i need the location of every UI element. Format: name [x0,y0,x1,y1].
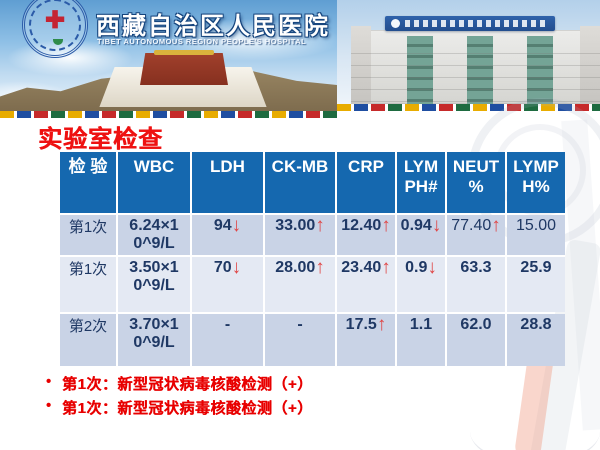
building-glass-column [467,36,493,104]
trend-arrow-icon: ↑ [491,215,501,236]
table-cell-neut-pct: 62.0 [447,314,505,366]
table-cell-crp: 12.40↑ [337,215,395,255]
bullet-icon: • [46,373,52,390]
table-cell-ckmb: - [265,314,335,366]
table-cell-lymph-count: 0.9↓ [397,257,445,312]
hospital-name-en: TIBET AUTONOMOUS REGION PEOPLE'S HOSPITA… [97,37,307,46]
col-header-lymph-count: LYM PH# [397,152,445,213]
page-title: 实验室检查 [38,126,163,153]
table-header-row: 检 验 WBC LDH CK-MB CRP LYM PH# NEUT % LYM… [60,152,565,213]
sign-text-marks [405,20,549,27]
row-label: 第1次 [60,257,116,312]
medical-cross-icon: ✚ [44,7,66,34]
trend-arrow-icon: ↓ [431,215,442,236]
logo-leaf-icon [53,39,63,45]
trend-arrow-icon: ↑ [315,215,325,236]
table-cell-crp: 23.40↑ [337,257,395,312]
notes-list: • 第1次：新型冠状病毒核酸检测（+） • 第1次：新型冠状病毒核酸检测（+） [46,373,313,421]
cell-value: 33.00 [275,217,316,234]
building-glass-column [407,36,433,104]
sign-logo-icon [391,19,400,28]
list-item: • 第1次：新型冠状病毒核酸检测（+） [46,397,313,418]
logo-wreath-ring [29,0,81,51]
cell-value: 77.40 [451,217,492,234]
cell-value: 63.3 [460,259,492,276]
table-cell-wbc: 6.24×1 0^9/L [118,215,190,255]
table-cell-wbc: 3.50×1 0^9/L [118,257,190,312]
building-floor-lines [351,42,600,104]
trend-arrow-icon: ↑ [381,215,391,236]
cell-value: 23.40 [341,259,382,276]
building-tower-right [580,26,600,104]
col-header-crp: CRP [337,152,395,213]
col-header-neut-pct: NEUT % [447,152,505,213]
cell-value: 28.00 [275,259,316,276]
list-item: • 第1次：新型冠状病毒核酸检测（+） [46,373,313,394]
row-label: 第2次 [60,314,116,366]
cell-value: 15.00 [515,217,557,234]
note-text: 第1次：新型冠状病毒核酸检测（+） [62,400,313,417]
potala-palace-roof [154,50,214,55]
cell-value: 6.24×1 0^9/L [129,217,179,253]
col-header-test: 检 验 [60,152,116,213]
cell-value: - [297,316,303,333]
col-header-lymph-pct: LYMP H% [507,152,565,213]
cell-value: 62.0 [460,316,492,333]
cell-value: 70 [213,259,232,276]
table-cell-crp: 17.5↑ [337,314,395,366]
table-row: 第1次 6.24×1 0^9/L 94↓ 33.00↑ 12.40↑ 0.94↓… [60,215,565,255]
tibetan-ribbon-right [337,104,600,111]
cell-value: 17.5 [345,316,377,333]
trend-arrow-icon: ↓ [231,215,242,236]
note-text: 第1次：新型冠状病毒核酸检测（+） [62,376,313,393]
table-cell-neut-pct: 77.40↑ [447,215,505,255]
table-cell-lymph-pct: 28.8 [507,314,565,366]
table-cell-ckmb: 33.00↑ [265,215,335,255]
hospital-name-zh: 西藏自治区人民医院 [96,13,330,40]
cell-value: 0.9 [405,259,428,276]
cell-value: 3.70×1 0^9/L [129,316,179,352]
trend-arrow-icon: ↓ [427,257,437,278]
trend-arrow-icon: ↑ [381,257,391,278]
table-cell-ldh: 94↓ [192,215,263,255]
cell-value: - [224,316,231,333]
cell-value: 94 [213,217,232,234]
trend-arrow-icon: ↓ [231,257,242,278]
table-cell-wbc: 3.70×1 0^9/L [118,314,190,366]
trend-arrow-icon: ↑ [315,257,325,278]
trend-arrow-icon: ↑ [376,314,387,335]
building-glass-column [527,36,553,104]
table-cell-ldh: 70↓ [192,257,263,312]
hospital-sign [385,16,555,31]
table-cell-ckmb: 28.00↑ [265,257,335,312]
table-row: 第1次 3.50×1 0^9/L 70↓ 28.00↑ 23.40↑ 0.9↓ … [60,257,565,312]
cell-value: 28.8 [520,316,552,333]
lab-results-table: 检 验 WBC LDH CK-MB CRP LYM PH# NEUT % LYM… [58,150,567,368]
table-cell-lymph-count: 1.1 [397,314,445,366]
header-banner-left: ✚ 西藏自治区人民医院 TIBET AUTONOMOUS REGION PEOP… [0,0,337,111]
table-row: 第2次 3.70×1 0^9/L - - 17.5↑ 1.1 62.0 28.8 [60,314,565,366]
cell-value: 25.9 [520,259,552,276]
cell-value: 12.40 [341,217,382,234]
potala-palace-red-building [140,53,228,85]
table-cell-lymph-pct: 15.00 [507,215,565,255]
hospital-logo-icon: ✚ [22,0,88,58]
table-cell-lymph-pct: 25.9 [507,257,565,312]
table-cell-lymph-count: 0.94↓ [397,215,445,255]
cell-value: 0.94 [400,217,432,234]
col-header-ckmb: CK-MB [265,152,335,213]
table-cell-ldh: - [192,314,263,366]
col-header-wbc: WBC [118,152,190,213]
row-label: 第1次 [60,215,116,255]
building-tower-left [351,26,371,104]
tibetan-ribbon-left [0,111,337,118]
header-banner-right [337,0,600,104]
cell-value: 1.1 [409,316,433,333]
cell-value: 3.50×1 0^9/L [129,259,179,295]
col-header-ldh: LDH [192,152,263,213]
bullet-icon: • [46,397,52,414]
table-cell-neut-pct: 63.3 [447,257,505,312]
